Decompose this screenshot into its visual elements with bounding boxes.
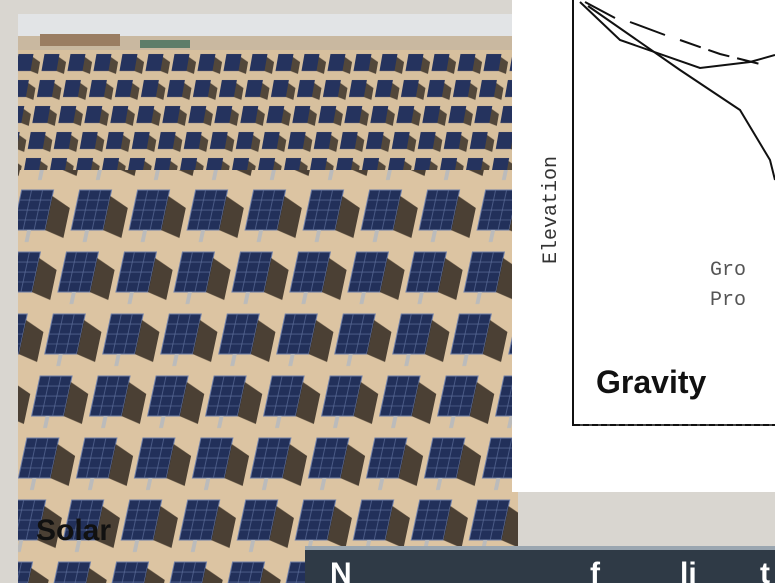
banner-text: f — [590, 557, 601, 583]
banner — [305, 546, 775, 583]
banner-text: li — [680, 557, 697, 583]
banner-text: t — [760, 557, 770, 583]
graph-label: Gravity — [596, 364, 706, 400]
banner-text: N — [330, 557, 352, 583]
axis-label: Elevation — [540, 156, 563, 264]
photo-label: Solar — [36, 514, 111, 547]
annotation: Pro — [710, 289, 746, 312]
solar-photo — [18, 14, 518, 583]
graph-panel — [512, 0, 775, 492]
annotation: Gro — [710, 259, 746, 282]
